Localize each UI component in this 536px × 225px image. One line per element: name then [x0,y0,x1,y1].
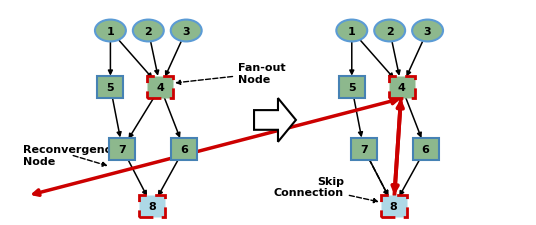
Text: 3: 3 [182,26,190,36]
Text: 4: 4 [157,83,164,93]
Text: 8: 8 [390,202,398,211]
Ellipse shape [412,20,443,42]
Bar [413,138,438,160]
Bar [171,138,197,160]
Polygon shape [254,99,296,142]
Bar [351,138,377,160]
Text: Fan-out
Node: Fan-out Node [176,63,286,85]
Bar [389,77,415,99]
Text: 1: 1 [107,26,114,36]
Bar [139,196,165,217]
Ellipse shape [336,20,367,42]
Ellipse shape [95,20,126,42]
Ellipse shape [374,20,405,42]
Bar [339,77,365,99]
Text: 7: 7 [360,144,368,154]
Text: 2: 2 [386,26,393,36]
Text: 7: 7 [118,144,126,154]
Text: 5: 5 [348,83,355,93]
Ellipse shape [171,20,202,42]
Bar [98,77,123,99]
Bar [381,196,407,217]
Text: 8: 8 [148,202,156,211]
Text: Skip
Connection: Skip Connection [274,176,377,203]
Text: 5: 5 [107,83,114,93]
Text: 4: 4 [398,83,406,93]
Text: 1: 1 [348,26,356,36]
Text: 3: 3 [424,26,431,36]
Text: 2: 2 [144,26,152,36]
Ellipse shape [133,20,164,42]
Text: Reconvergence
Node: Reconvergence Node [23,144,118,166]
Bar [147,77,173,99]
Text: 6: 6 [180,144,188,154]
Bar [109,138,136,160]
Text: 6: 6 [422,144,429,154]
